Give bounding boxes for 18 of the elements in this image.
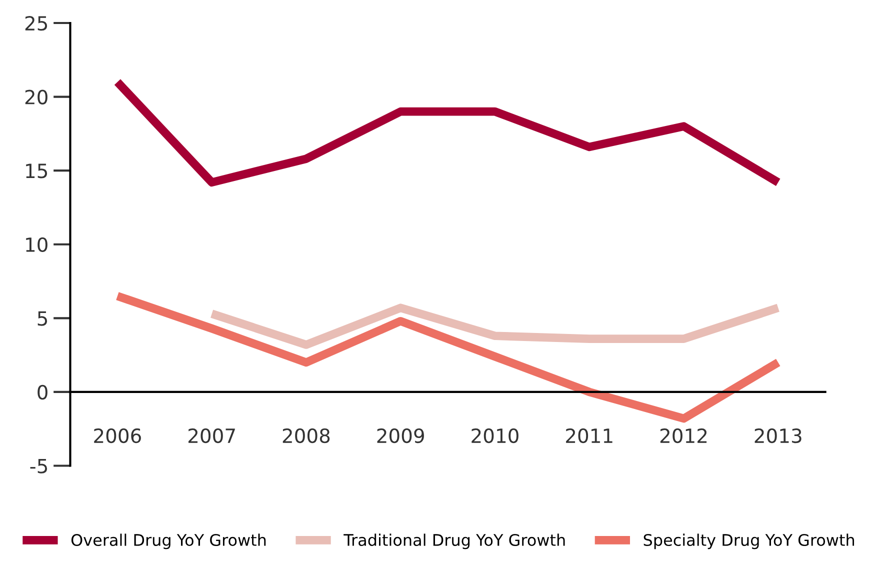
y-tick-label: 10 bbox=[26, 237, 48, 252]
legend-label: Overall Drug YoY Growth bbox=[71, 534, 266, 550]
x-tick-label: 2008 bbox=[282, 428, 330, 444]
x-tick-label: 2011 bbox=[566, 428, 612, 444]
y-tick-label: 25 bbox=[25, 16, 48, 31]
y-tick-label: 20 bbox=[25, 90, 48, 104]
x-tick-label: 2007 bbox=[188, 428, 235, 444]
legend-label: Traditional Drug YoY Growth bbox=[344, 534, 565, 550]
x-tick-label: 2009 bbox=[377, 428, 424, 444]
y-tick-label: 5 bbox=[38, 311, 48, 326]
x-tick-label: 2012 bbox=[660, 428, 707, 444]
y-tick-label: 0 bbox=[38, 384, 48, 400]
x-tick-label: 2006 bbox=[94, 428, 141, 444]
x-tick-label: 2010 bbox=[472, 428, 518, 444]
y-tick-label: 15 bbox=[26, 164, 48, 178]
y-tick-label: -5 bbox=[30, 458, 48, 474]
x-tick-label: 2013 bbox=[754, 428, 802, 444]
legend-label: Specialty Drug YoY Growth bbox=[644, 534, 854, 550]
